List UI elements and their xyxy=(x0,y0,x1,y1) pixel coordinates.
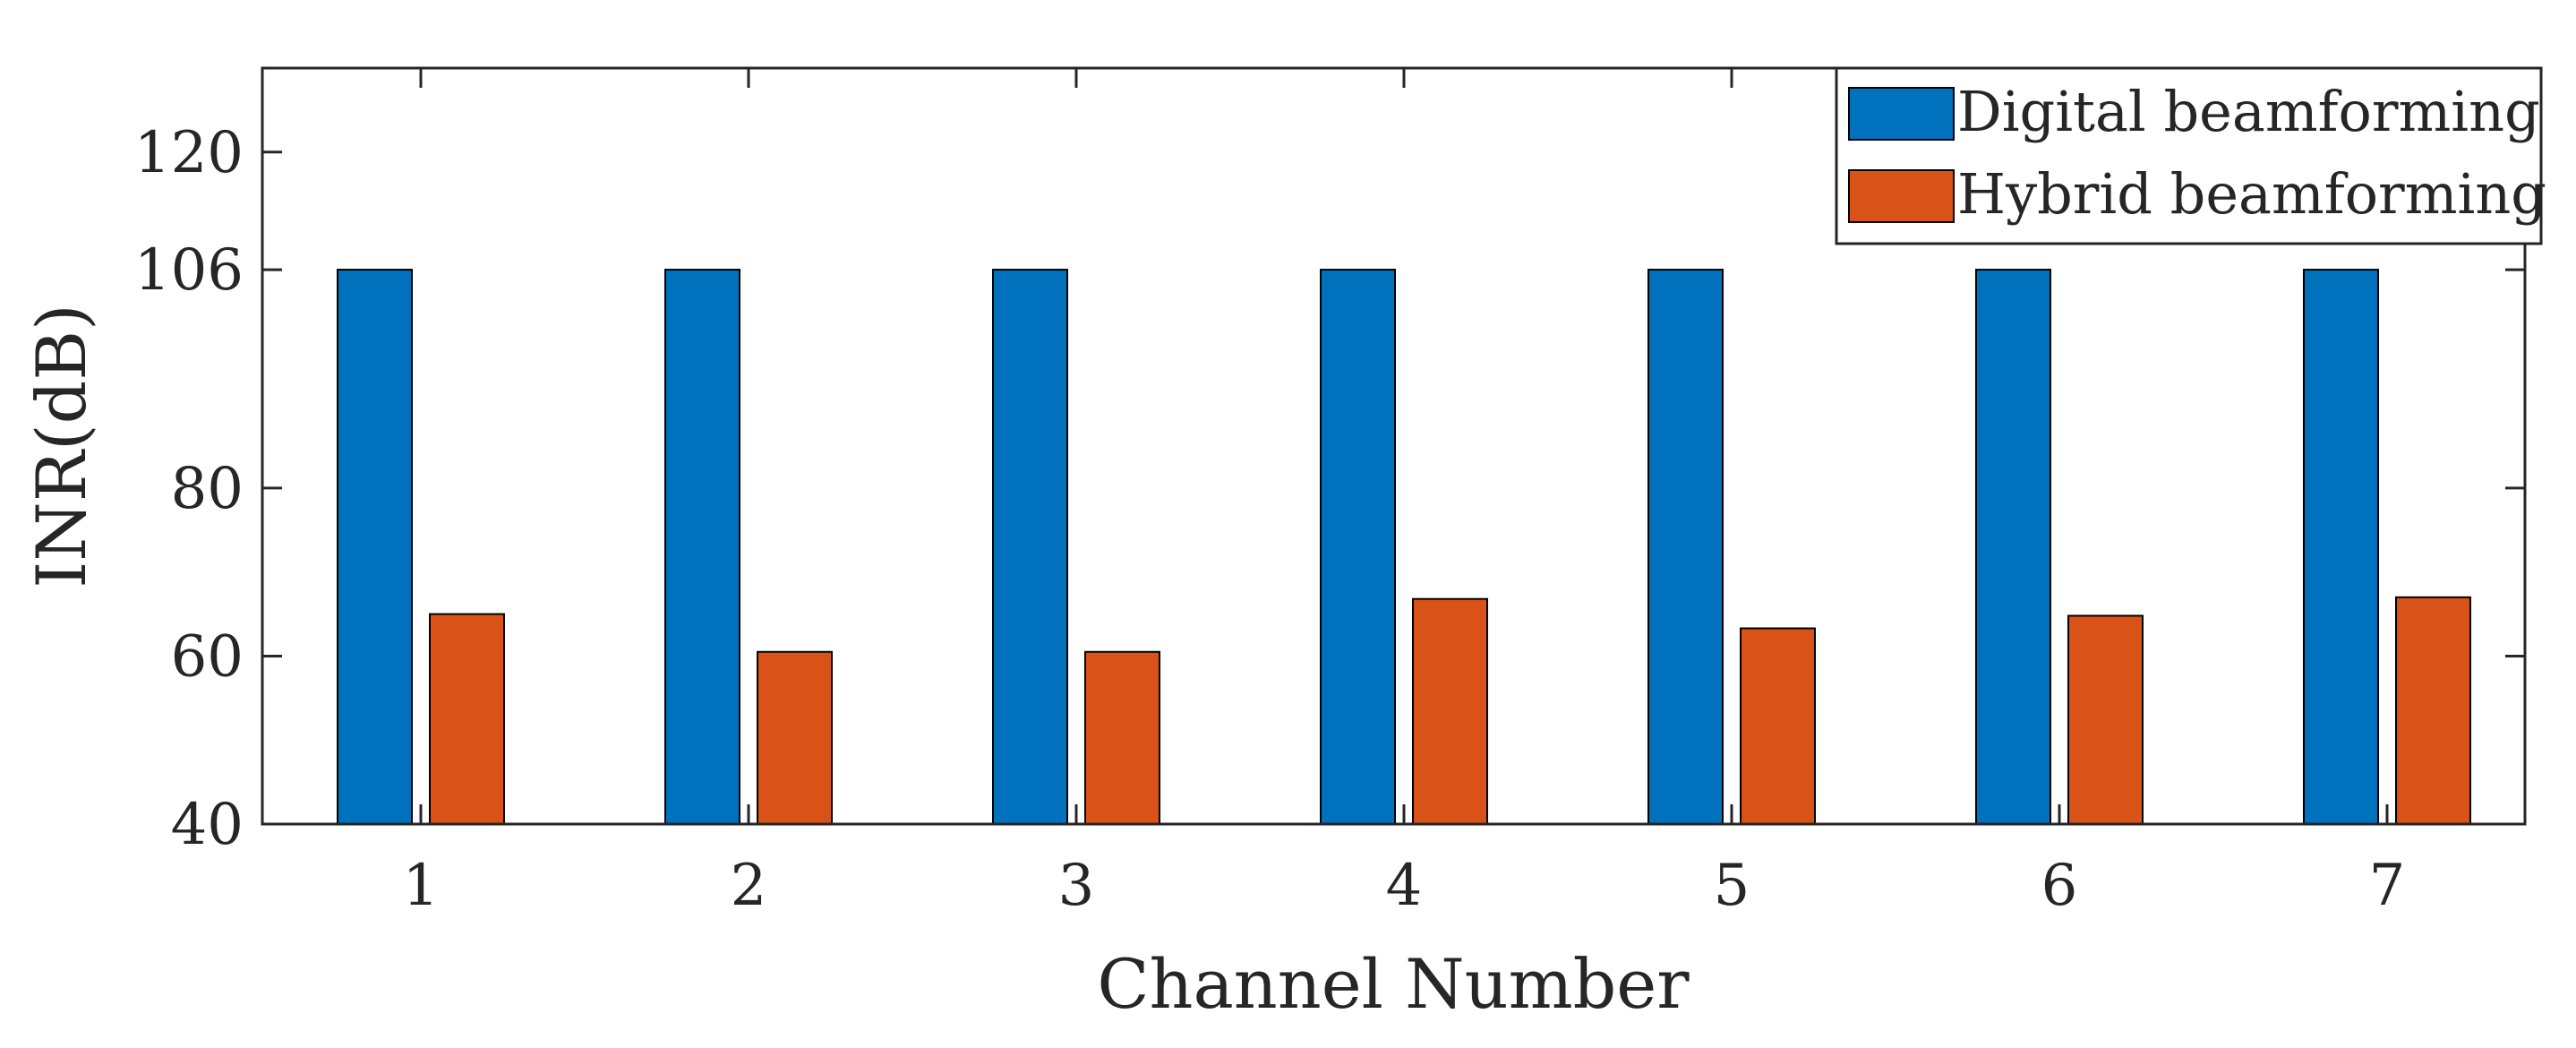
y-tick-label: 80 xyxy=(171,456,244,522)
bar-digital-ch4 xyxy=(1320,269,1396,826)
bar-hybrid-ch1 xyxy=(429,613,505,825)
x-tick-label: 1 xyxy=(403,853,440,919)
legend-label-hybrid: Hybrid beamforming xyxy=(1957,161,2546,227)
bar-digital-ch3 xyxy=(992,269,1068,826)
bar-digital-ch6 xyxy=(1975,269,2051,826)
bar-digital-ch1 xyxy=(337,269,413,826)
x-tick-label: 4 xyxy=(1386,853,1423,919)
legend-swatch-digital xyxy=(1848,87,1955,141)
bar-hybrid-ch5 xyxy=(1740,627,1816,826)
legend-swatch-hybrid xyxy=(1848,169,1955,223)
bar-hybrid-ch3 xyxy=(1084,650,1160,825)
plot-frame xyxy=(261,66,2527,826)
bar-hybrid-ch2 xyxy=(757,650,833,825)
bar-digital-ch7 xyxy=(2303,269,2379,826)
x-tick-label: 3 xyxy=(1058,853,1095,919)
bar-digital-ch2 xyxy=(664,269,740,826)
x-axis-label: Channel Number xyxy=(1097,944,1690,1024)
x-tick-label: 7 xyxy=(2369,853,2406,919)
y-tick-label: 40 xyxy=(171,792,244,858)
bar-digital-ch5 xyxy=(1647,269,1724,826)
x-tick-label: 6 xyxy=(2041,853,2078,919)
legend: Digital beamforming Hybrid beamforming xyxy=(1835,66,2546,245)
y-tick-label: 106 xyxy=(134,237,244,304)
bar-hybrid-ch6 xyxy=(2067,614,2144,825)
x-tick-label: 2 xyxy=(731,853,767,919)
bar-hybrid-ch4 xyxy=(1412,597,1488,825)
x-tick-label: 5 xyxy=(1714,853,1750,919)
legend-label-digital: Digital beamforming xyxy=(1957,79,2540,144)
y-axis-label: INR(dB) xyxy=(21,304,101,588)
bar-hybrid-ch7 xyxy=(2395,596,2471,825)
y-tick-label: 60 xyxy=(171,623,244,690)
y-tick-label: 120 xyxy=(134,120,244,186)
